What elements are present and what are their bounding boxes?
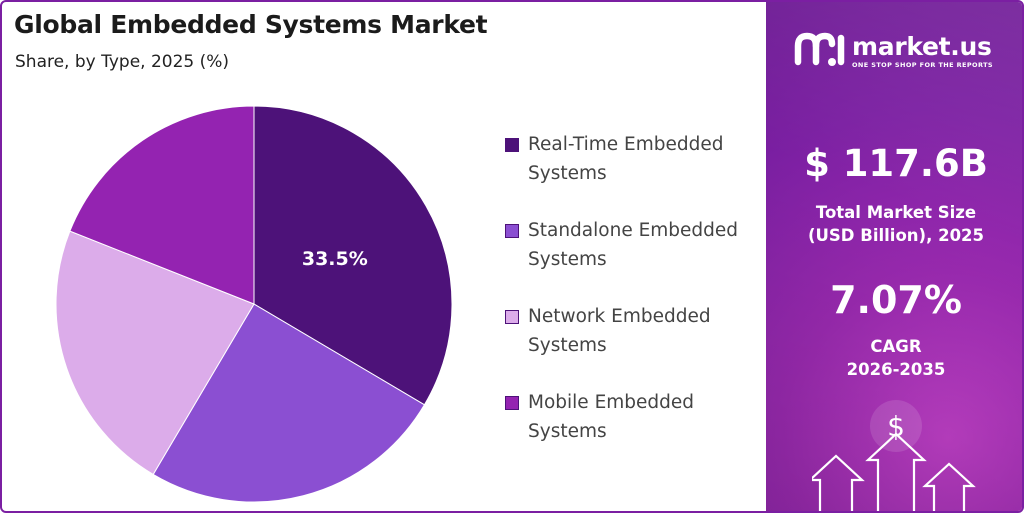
pie-slice-1 [253,105,453,406]
pie-chart: 33.5% [55,105,453,503]
brand-name: market.us [852,32,992,61]
cagr-label: CAGR [870,337,922,356]
summary-panel: market.us ONE STOP SHOP FOR THE REPORTS … [766,2,1022,511]
arrow-center-icon [865,432,927,511]
legend-swatch-4 [505,396,519,410]
legend-swatch-2 [505,224,519,238]
cagr-period: 2026-2035 [846,360,946,379]
pie-slice-3 [55,230,255,476]
market-size-value: $ 117.6B [804,142,988,185]
chart-panel: Global Embedded Systems Market Share, by… [2,2,766,511]
legend-swatch-1 [505,138,519,152]
growth-arrows-icon: $ [812,400,976,511]
legend-item-3: Network Embedded Systems [505,302,755,388]
legend-item-1: Real-Time Embedded Systems [505,130,755,216]
arrow-left-icon [812,454,865,511]
brand-tagline: ONE STOP SHOP FOR THE REPORTS [852,61,993,69]
market-size-label-1: Total Market Size [815,203,977,222]
chart-title: Global Embedded Systems Market [14,10,488,39]
legend-label-3: Network Embedded Systems [528,306,711,356]
legend-item-4: Mobile Embedded Systems [505,388,755,474]
legend-swatch-3 [505,310,519,324]
pie-data-label-1: 33.5% [302,248,368,270]
legend-item-2: Standalone Embedded Systems [505,216,755,302]
pie-slice-2 [152,303,426,503]
legend-label-2: Standalone Embedded Systems [528,220,739,270]
cagr-value: 7.07% [830,278,962,322]
market-size-label-2: (USD Billion), 2025 [807,226,985,245]
pie-slice-4 [69,105,255,305]
chart-subtitle: Share, by Type, 2025 (%) [15,52,230,72]
legend-label-4: Mobile Embedded Systems [528,392,695,442]
market-us-logo-icon [794,32,845,66]
arrow-right-icon [922,462,976,511]
dollar-icon: $ [887,410,905,443]
brand-logo: market.us ONE STOP SHOP FOR THE REPORTS [794,32,1014,72]
legend-label-1: Real-Time Embedded Systems [528,134,724,184]
coin-icon [870,400,922,452]
chart-legend: Real-Time Embedded Systems Standalone Emb… [505,130,755,474]
